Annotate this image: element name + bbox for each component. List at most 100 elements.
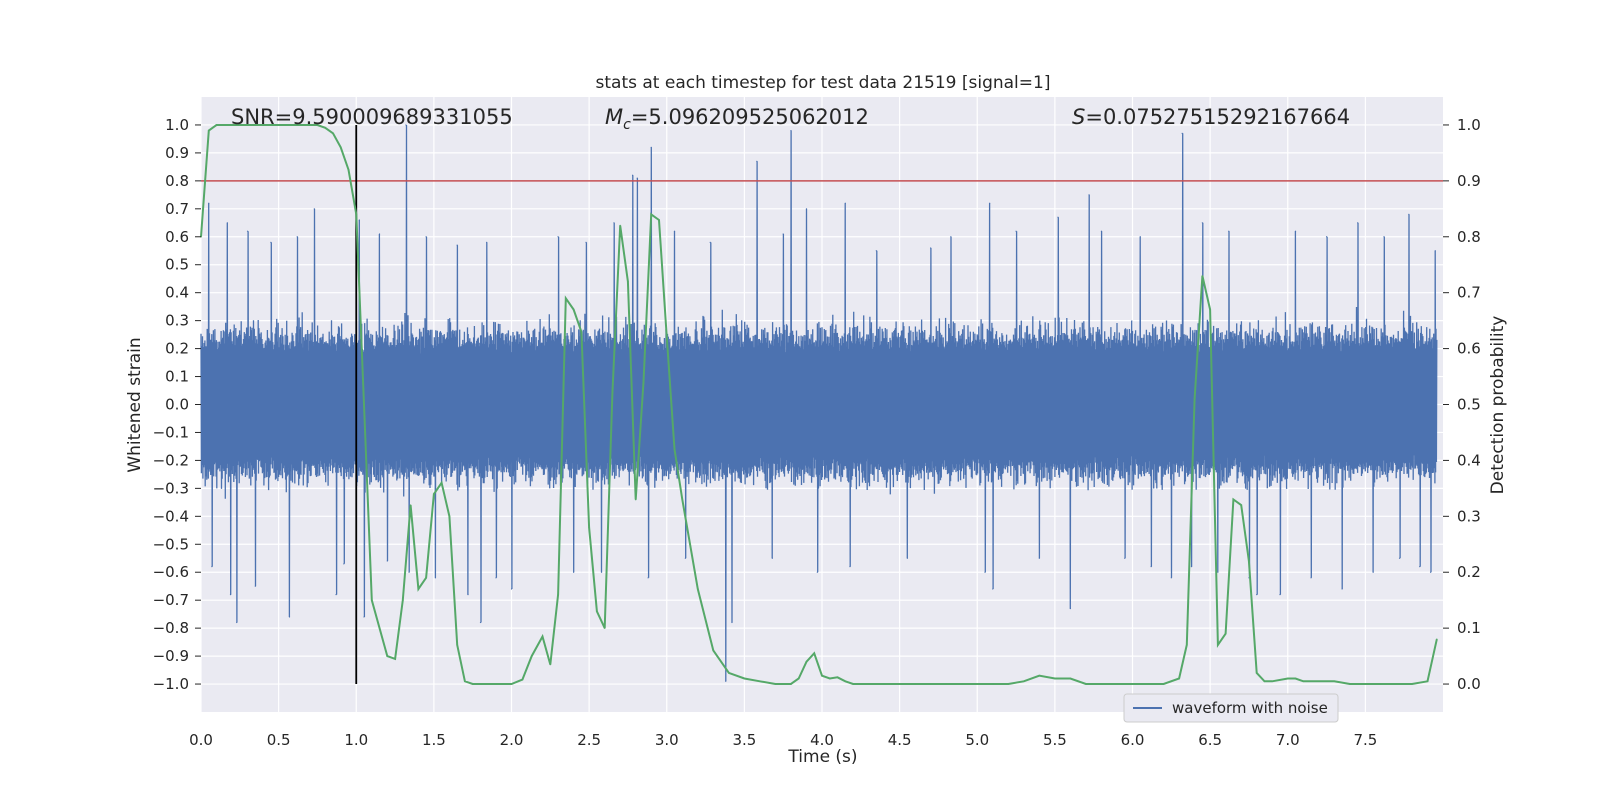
probability-point <box>790 683 792 685</box>
probability-point <box>1395 683 1398 685</box>
y-tick-label: −0.4 <box>153 507 189 525</box>
waveform-peak <box>782 233 784 235</box>
waveform-peak <box>1256 593 1258 596</box>
y2-tick-label: 0.2 <box>1457 563 1481 581</box>
probability-point <box>277 124 280 126</box>
y2-tick-label: 1.0 <box>1457 116 1481 134</box>
probability-point <box>580 331 583 333</box>
legend-label-waveform: waveform with noise <box>1172 699 1328 717</box>
probability-point <box>712 649 715 652</box>
waveform-peak <box>1429 571 1432 573</box>
y-tick-label: −0.7 <box>153 591 189 609</box>
waveform-peak <box>1057 216 1059 218</box>
probability-point <box>386 655 389 657</box>
s-annotation: S=0.07527515292167664 <box>1072 105 1350 129</box>
probability-point <box>521 678 524 681</box>
chart-title: stats at each timestep for test data 215… <box>596 73 1051 93</box>
probability-point <box>409 504 412 506</box>
y2-tick-label: 0.5 <box>1457 396 1481 414</box>
probability-point <box>1038 674 1041 677</box>
y2-tick-label: 0.3 <box>1457 507 1481 525</box>
probability-point <box>541 635 544 638</box>
probability-point <box>1302 680 1305 683</box>
waveform-series <box>200 124 1438 682</box>
s-value: =0.07527515292167664 <box>1085 105 1350 129</box>
x-tick-label: 7.5 <box>1353 731 1377 749</box>
probability-point <box>347 168 350 171</box>
waveform-peak <box>1419 566 1421 568</box>
probability-point <box>1255 672 1258 674</box>
y-tick-label: 1.0 <box>165 116 189 134</box>
waveform-peak <box>1325 236 1328 238</box>
probability-point <box>456 644 458 646</box>
waveform-peak <box>989 202 991 204</box>
mc-symbol: M <box>605 105 623 129</box>
probability-point <box>991 683 994 685</box>
probability-point <box>394 658 396 660</box>
waveform-peak <box>1015 230 1017 232</box>
probability-point <box>1178 677 1180 680</box>
probability-point <box>603 627 606 629</box>
y2-tick-label: 0.0 <box>1457 675 1481 693</box>
waveform-peak <box>930 247 932 249</box>
probability-point <box>642 381 645 383</box>
probability-point <box>611 392 614 395</box>
waveform-peak <box>1124 557 1126 559</box>
y2-tick-label: 0.9 <box>1457 172 1481 190</box>
waveform-peak <box>673 230 676 232</box>
x-axis-label: Time (s) <box>787 747 857 767</box>
y-tick-label: 0.9 <box>165 144 189 162</box>
probability-point <box>914 683 916 685</box>
x-tick-label: 2.0 <box>500 731 524 749</box>
waveform-peak <box>313 208 315 210</box>
waveform-peak <box>844 202 846 204</box>
x-tick-label: 1.0 <box>344 731 368 749</box>
waveform-peak <box>613 222 615 224</box>
probability-point <box>1271 680 1274 683</box>
probability-point <box>828 677 831 680</box>
probability-point <box>813 652 816 655</box>
waveform-peak <box>1398 557 1401 559</box>
probability-point <box>549 663 552 666</box>
y2-axis-label: Detection probability <box>1488 316 1508 495</box>
x-tick-label: 7.0 <box>1276 731 1300 749</box>
probability-point <box>634 498 637 501</box>
probability-point <box>440 481 443 484</box>
waveform-peak <box>585 241 587 243</box>
waveform-peak <box>1383 236 1385 238</box>
waveform-peak <box>906 557 908 559</box>
waveform-peak <box>1038 557 1040 559</box>
mc-value: =5.096209525062012 <box>631 105 869 129</box>
probability-point <box>433 493 435 495</box>
probability-point <box>797 677 800 680</box>
waveform-peak <box>684 557 686 559</box>
waveform-peak <box>771 557 773 559</box>
x-tick-label: 0.5 <box>267 731 291 749</box>
probability-point <box>1116 683 1118 685</box>
waveform-peak <box>849 566 851 568</box>
probability-point <box>898 683 901 685</box>
probability-point <box>929 683 932 685</box>
waveform-peak <box>254 585 256 587</box>
probability-series <box>200 124 1438 685</box>
waveform-peak <box>1228 230 1230 232</box>
y-tick-label: 0.5 <box>165 256 189 274</box>
probability-point <box>402 599 404 601</box>
probability-point <box>479 683 482 685</box>
waveform-peak <box>631 174 634 176</box>
waveform-peak <box>636 177 638 179</box>
waveform-peak <box>495 577 497 579</box>
waveform-peak <box>363 616 365 618</box>
waveform-peak <box>1190 566 1193 568</box>
x-tick-label: 1.5 <box>422 731 446 749</box>
probability-point <box>976 683 979 685</box>
probability-point <box>1426 680 1429 683</box>
waveform-peak <box>1181 132 1183 134</box>
probability-point <box>697 588 699 590</box>
y-tick-label: −0.2 <box>153 451 189 469</box>
probability-point <box>231 124 233 126</box>
waveform-peak <box>790 129 792 132</box>
x-tick-label: 5.0 <box>965 731 989 749</box>
waveform-peak <box>1069 607 1071 610</box>
